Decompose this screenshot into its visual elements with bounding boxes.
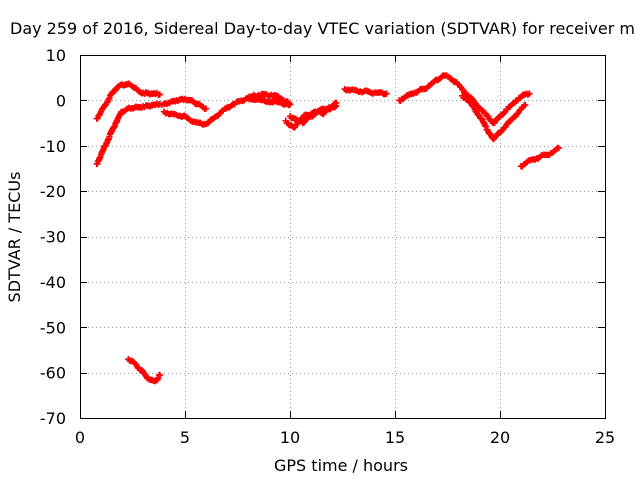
x-tick-label: 15 <box>385 428 405 447</box>
y-tick-label: -60 <box>40 364 66 383</box>
x-tick-label: 10 <box>280 428 300 447</box>
tick-marks <box>80 55 606 419</box>
x-tick-label: 0 <box>75 428 85 447</box>
y-tick-label: -30 <box>40 228 66 247</box>
y-axis-title: SDTVAR / TECUs <box>5 172 24 303</box>
y-tick-label: -40 <box>40 273 66 292</box>
y-tick-label: -10 <box>40 137 66 156</box>
grid-lines <box>80 55 605 418</box>
y-tick-label: -20 <box>40 182 66 201</box>
data-point <box>383 90 390 97</box>
data-point <box>333 102 340 110</box>
data-point <box>555 144 562 152</box>
data-point <box>475 111 482 119</box>
x-tick-label: 20 <box>490 428 510 447</box>
data-points <box>93 72 562 385</box>
data-point <box>526 90 533 97</box>
x-axis-title: GPS time / hours <box>274 456 408 475</box>
plot-frame <box>80 55 606 419</box>
y-tick-label: 0 <box>56 91 66 110</box>
data-point <box>469 103 477 110</box>
data-point <box>156 371 163 379</box>
x-tick-label: 5 <box>180 428 190 447</box>
data-point <box>202 105 210 112</box>
chart-title: Day 259 of 2016, Sidereal Day-to-day VTE… <box>10 19 635 38</box>
data-point <box>501 109 508 116</box>
data-point <box>522 101 529 109</box>
data-point <box>156 91 163 98</box>
y-tick-label: -70 <box>40 409 66 428</box>
y-tick-label: 10 <box>46 46 66 65</box>
y-tick-label: -50 <box>40 318 66 337</box>
data-point <box>286 101 294 108</box>
tick-labels: 0 5 10 15 20 25 10 0 -10 -20 -30 -40 -50 -60 -70 <box>40 46 615 447</box>
x-tick-label: 25 <box>595 428 615 447</box>
